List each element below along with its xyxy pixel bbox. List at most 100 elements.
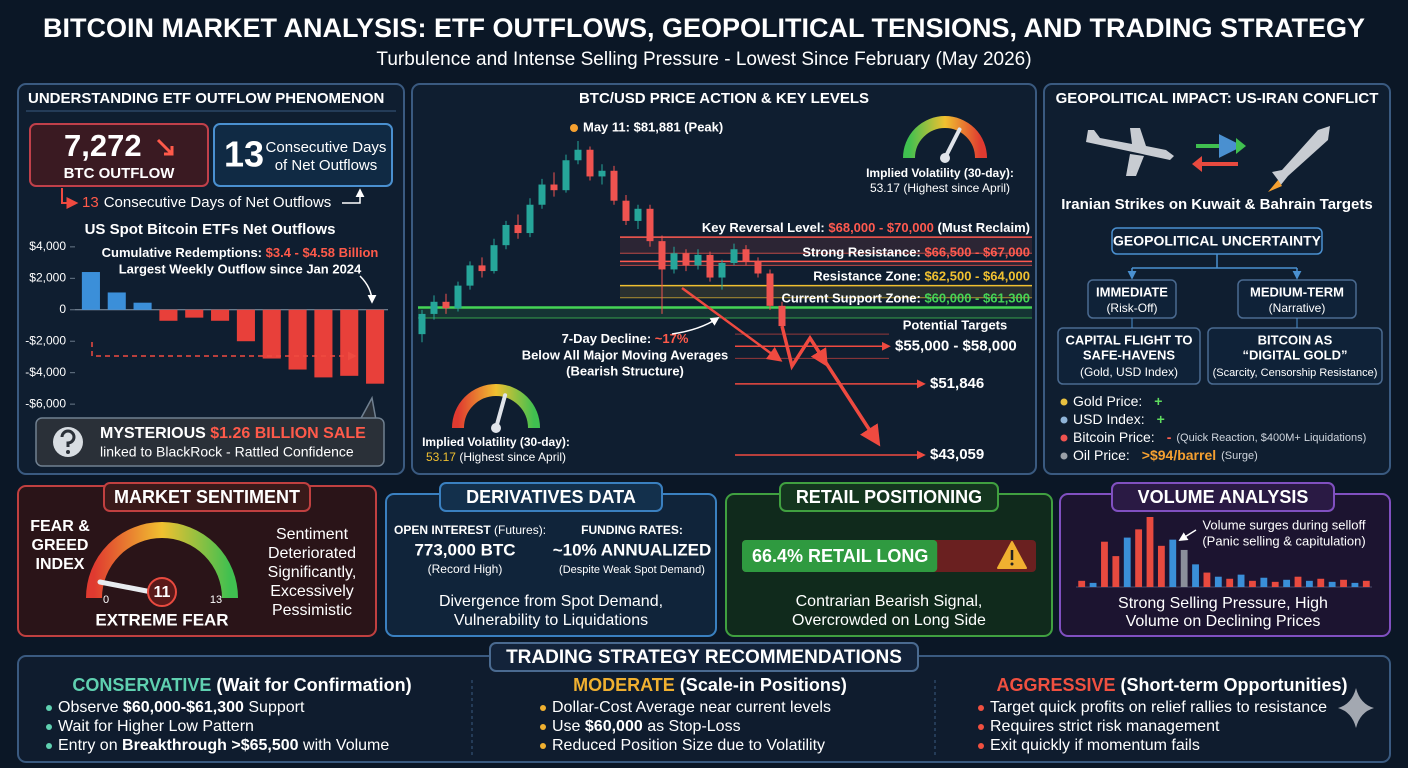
level-label: Current Support Zone: $60,000 - $61,300 bbox=[781, 291, 1030, 306]
retail-tab-title: RETAIL POSITIONING bbox=[796, 487, 982, 507]
bullet bbox=[540, 724, 546, 730]
outflow-label: BTC OUTFLOW bbox=[64, 165, 176, 182]
title: BITCOIN MARKET ANALYSIS: ETF OUTFLOWS, G… bbox=[43, 13, 1365, 43]
volume-tab bbox=[1111, 482, 1335, 512]
derivatives-tab-title: DERIVATIVES DATA bbox=[466, 487, 636, 507]
oi-label-part: OPEN INTEREST bbox=[394, 523, 491, 537]
sentiment-note: Excessively bbox=[270, 583, 354, 600]
fear-value: 11 bbox=[154, 584, 171, 601]
candle-body bbox=[778, 305, 786, 327]
volume-bar bbox=[1351, 582, 1359, 587]
level-label-part: (Must Reclaim) bbox=[934, 221, 1030, 236]
volume-note: (Panic selling & capitulation) bbox=[1202, 533, 1365, 548]
y-tick-label: $4,000 bbox=[29, 239, 66, 253]
level-label: Strong Resistance: $66,500 - $67,000 bbox=[802, 245, 1030, 260]
bullet bbox=[46, 743, 52, 749]
volume-bar bbox=[1271, 581, 1279, 587]
indicator-dot bbox=[1060, 398, 1068, 406]
indicator: Gold Price: + bbox=[1073, 393, 1162, 409]
geo-headline: Iranian Strikes on Kuwait & Bahrain Targ… bbox=[1061, 196, 1372, 213]
strategy-item: Requires strict risk management bbox=[990, 718, 1220, 735]
y-tick-label: -$6,000 bbox=[25, 396, 66, 410]
candle-body bbox=[466, 265, 474, 286]
sentiment-note: Significantly, bbox=[268, 564, 357, 581]
y-tick-label: $2,000 bbox=[29, 270, 66, 284]
index-label: INDEX bbox=[36, 556, 85, 573]
volume-bar bbox=[1340, 579, 1347, 587]
strategy-item-part: with Volume bbox=[299, 737, 390, 754]
outflow-value: 7,272 bbox=[64, 128, 142, 163]
gauge-hub bbox=[491, 423, 501, 433]
candle-body bbox=[526, 204, 534, 234]
candle-body bbox=[598, 170, 606, 177]
sentiment-note: Pessimistic bbox=[272, 602, 352, 619]
bullet bbox=[978, 743, 984, 749]
bar bbox=[262, 309, 281, 359]
projection bbox=[808, 337, 828, 368]
level-label-part: $60,000 - $61,300 bbox=[924, 291, 1030, 306]
indicator-part: + bbox=[1154, 393, 1162, 409]
candle-body bbox=[742, 249, 750, 262]
derivatives-summary: Divergence from Spot Demand, bbox=[439, 593, 663, 610]
bar bbox=[211, 309, 230, 321]
decline-label: (Bearish Structure) bbox=[566, 363, 684, 378]
candle-body bbox=[658, 241, 666, 270]
long-label: 66.4% RETAIL LONG bbox=[752, 546, 928, 566]
funding-note: (Despite Weak Spot Demand) bbox=[559, 564, 705, 576]
volatility-value-part: (Highest since April) bbox=[456, 450, 566, 464]
volume-bar bbox=[1192, 564, 1199, 587]
bar bbox=[288, 309, 307, 370]
strategy-heading: AGGRESSIVE (Short-term Opportunities) bbox=[996, 675, 1347, 695]
geo-box bbox=[1057, 327, 1201, 385]
streak-label: of Net Outflows bbox=[275, 157, 378, 174]
projection bbox=[780, 325, 881, 447]
volume-bar bbox=[1362, 580, 1370, 587]
note-arrow bbox=[342, 188, 365, 204]
gauge-hub bbox=[940, 153, 950, 163]
strategy-item-part: as Stop-Loss bbox=[643, 718, 741, 735]
volume-bar bbox=[1123, 537, 1131, 587]
candle-body bbox=[754, 261, 762, 274]
candle-body bbox=[634, 208, 642, 221]
bar bbox=[107, 292, 126, 310]
oi-note: (Record High) bbox=[428, 562, 503, 576]
candle-body bbox=[418, 313, 426, 335]
candle-body bbox=[538, 184, 546, 205]
geo-box bbox=[1207, 327, 1383, 385]
targets-title: Potential Targets bbox=[903, 317, 1008, 332]
gauge-min: 0 bbox=[103, 594, 109, 606]
candle-body bbox=[670, 253, 678, 270]
long-bar bbox=[742, 540, 938, 572]
strategy-title: TRADING STRATEGY RECOMMENDATIONS bbox=[506, 647, 902, 668]
indicator: Oil Price: >$94/barrel (Surge) bbox=[1073, 447, 1258, 463]
geo-title: GEOPOLITICAL IMPACT: US-IRAN CONFLICT bbox=[1056, 90, 1379, 107]
decline-label: 7-Day Decline: ~17% bbox=[562, 331, 689, 346]
missile-icon bbox=[1272, 126, 1330, 186]
indicator-part: (Quick Reaction, $400M+ Liquidations) bbox=[1176, 432, 1366, 444]
fear-reading: EXTREME FEAR bbox=[95, 610, 228, 629]
sentiment-tab bbox=[103, 482, 311, 512]
strategy-tab bbox=[489, 642, 919, 672]
candle-body bbox=[766, 273, 774, 306]
down-arrow bbox=[156, 138, 174, 156]
level-zone bbox=[620, 261, 1032, 266]
level-label-part: Resistance Zone: bbox=[813, 269, 924, 284]
volume-bar bbox=[1214, 576, 1222, 587]
candle-body bbox=[562, 160, 570, 191]
annotation-part: Cumulative Redemptions: bbox=[102, 245, 266, 260]
outcome-title: CAPITAL FLIGHT TO bbox=[1065, 332, 1192, 347]
decline-label-part: 7-Day Decline: bbox=[562, 331, 655, 346]
gauge-arc bbox=[903, 116, 987, 159]
indicator-part: >$94/barrel bbox=[1142, 447, 1216, 463]
volume-bar bbox=[1305, 580, 1313, 587]
trend-line bbox=[91, 342, 357, 361]
strategy-item-part: Use bbox=[552, 718, 585, 735]
strategy-item-part: Breakthrough >$65,500 bbox=[122, 737, 299, 754]
derivatives-tab bbox=[439, 482, 663, 512]
peak-label: May 11: $81,881 (Peak) bbox=[583, 119, 723, 134]
strategy-item: Reduced Position Size due to Volatility bbox=[552, 737, 825, 754]
outcome-sub: (Gold, USD Index) bbox=[1080, 365, 1178, 379]
volume-bar bbox=[1089, 582, 1097, 587]
bar bbox=[366, 309, 385, 384]
